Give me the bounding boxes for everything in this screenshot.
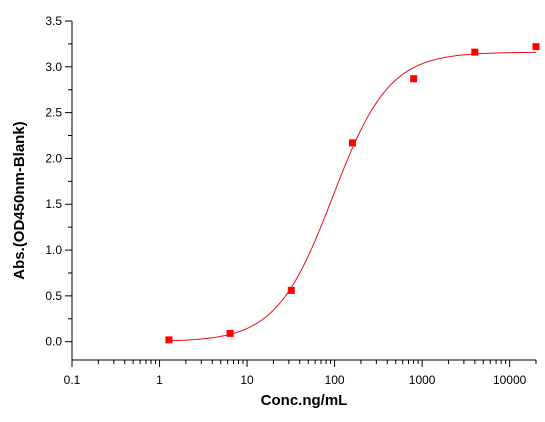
data-point	[165, 336, 173, 344]
x-tick-label: 1000	[409, 373, 436, 387]
data-point	[287, 286, 295, 294]
y-tick-label: 0.5	[45, 289, 62, 303]
y-tick-label: 2.0	[45, 151, 62, 165]
x-ticks: 0.1 1 10 100 1000 10000	[64, 360, 537, 387]
x-axis-title: Conc.ng/mL	[261, 392, 348, 409]
y-tick-label: 1.5	[45, 197, 62, 211]
x-tick-label: 100	[325, 373, 345, 387]
data-point	[410, 75, 418, 83]
y-tick-label: 3.5	[45, 14, 62, 28]
y-ticks: 0.0 0.5 1.0 1.5 2.0 2.5 3.0 3.5	[45, 14, 72, 349]
fit-curve	[168, 51, 537, 342]
x-tick-label: 10000	[493, 373, 527, 387]
y-tick-label: 3.0	[45, 60, 62, 74]
data-point	[532, 43, 540, 51]
x-tick-label: 10	[240, 373, 254, 387]
x-tick-label: 0.1	[64, 373, 81, 387]
axes	[71, 21, 536, 361]
data-points	[165, 43, 540, 344]
y-tick-label: 1.0	[45, 243, 62, 257]
data-point	[471, 48, 479, 56]
x-tick-label: 1	[156, 373, 163, 387]
data-point	[226, 329, 234, 337]
y-tick-label: 0.0	[45, 335, 62, 349]
data-point	[348, 139, 356, 147]
y-tick-label: 2.5	[45, 106, 62, 120]
y-axis-title: Abs.(OD450nm-Blank)	[11, 121, 28, 279]
